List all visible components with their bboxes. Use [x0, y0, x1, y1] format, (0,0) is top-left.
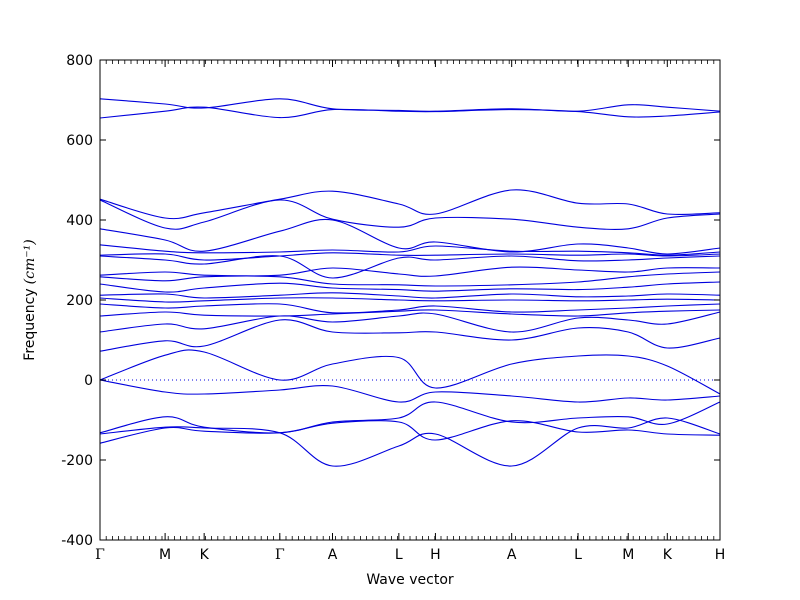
- band-line-2: [99, 189, 721, 220]
- y-tick-label-6: -400: [61, 533, 93, 549]
- band-line-8: [99, 266, 721, 277]
- band-line-1: [99, 106, 721, 119]
- band-line-9: [99, 271, 721, 287]
- ticks-layer: [99, 59, 721, 541]
- x-tick-label-11: H: [715, 547, 726, 563]
- y-tick-label-0: 800: [66, 53, 93, 69]
- x-tick-label-10: K: [663, 547, 673, 563]
- y-tick-label-2: 400: [66, 213, 93, 229]
- band-line-0: [99, 98, 721, 112]
- band-line-3: [99, 199, 721, 230]
- x-tick-label-9: M: [622, 547, 634, 563]
- band-line-18: [99, 379, 721, 403]
- x-axis-title: Wave vector: [366, 572, 454, 588]
- band-line-13: [99, 303, 721, 314]
- y-axis-unit: (cm⁻¹): [22, 239, 38, 284]
- x-tick-label-4: A: [328, 547, 338, 563]
- x-tick-label-0: Γ: [95, 547, 105, 563]
- band-line-16: [99, 319, 721, 352]
- band-line-15: [99, 311, 721, 333]
- x-tick-label-7: A: [507, 547, 517, 563]
- band-line-20: [99, 417, 721, 467]
- x-tick-label-6: H: [430, 547, 441, 563]
- band-line-6: [99, 252, 721, 261]
- band-line-7: [99, 255, 721, 279]
- band-line-19: [99, 401, 721, 434]
- bands-layer: [99, 98, 721, 467]
- y-tick-label-1: 600: [66, 133, 93, 149]
- band-line-5: [99, 244, 721, 256]
- y-tick-label-5: -200: [61, 453, 93, 469]
- band-line-12: [99, 297, 721, 303]
- x-tick-label-1: M: [159, 547, 171, 563]
- y-axis-title: Frequency (cm⁻¹): [22, 239, 38, 360]
- x-tick-label-8: L: [574, 547, 582, 563]
- band-line-11: [99, 292, 721, 299]
- band-line-4: [99, 218, 721, 255]
- band-line-21: [99, 420, 721, 444]
- x-tick-label-3: Γ: [275, 547, 285, 563]
- y-axis-title-text: Frequency: [22, 288, 38, 360]
- y-tick-label-3: 200: [66, 293, 93, 309]
- band-line-17: [99, 349, 721, 395]
- x-tick-label-5: L: [395, 547, 403, 563]
- y-tick-label-4: 0: [84, 373, 93, 389]
- band-line-14: [99, 309, 721, 317]
- x-tick-label-2: K: [200, 547, 210, 563]
- band-line-10: [99, 281, 721, 293]
